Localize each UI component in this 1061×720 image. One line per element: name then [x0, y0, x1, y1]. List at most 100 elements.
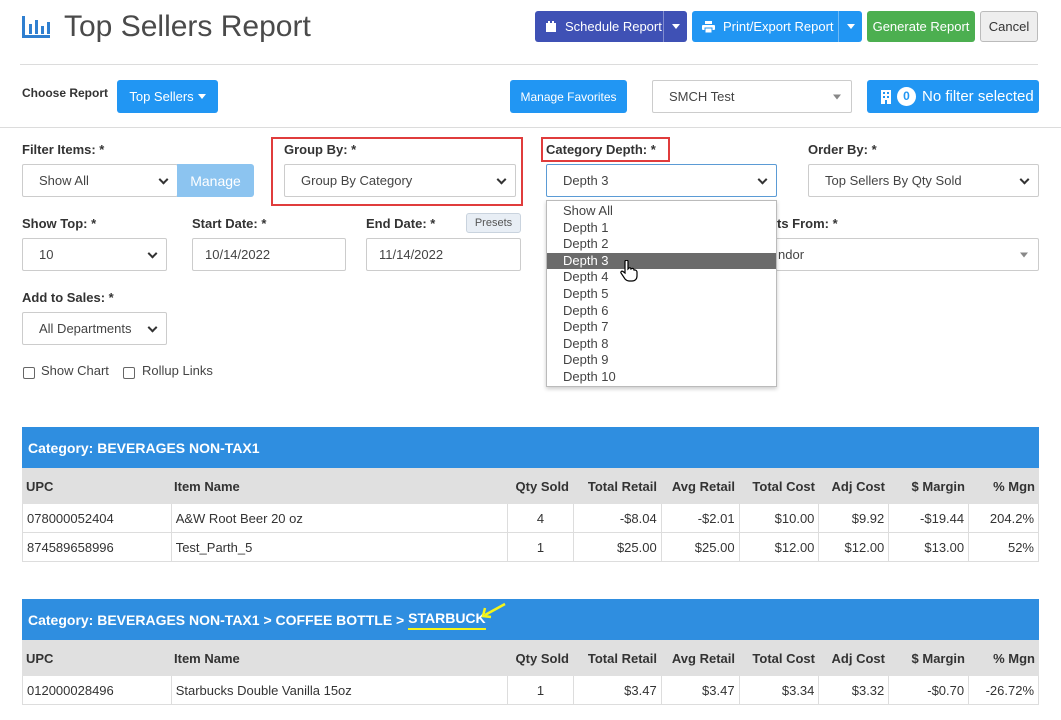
- group-by-select[interactable]: Group By Category: [284, 164, 516, 197]
- filter-items-value: Show All: [39, 173, 89, 188]
- start-date-value: 10/14/2022: [205, 247, 271, 262]
- cancel-label: Cancel: [988, 19, 1030, 34]
- column-header[interactable]: Adj Cost: [831, 650, 885, 666]
- depth-option-selected[interactable]: Depth 3: [547, 252, 776, 270]
- depth-option[interactable]: Depth 8: [563, 335, 609, 351]
- bar-chart-icon: [22, 16, 50, 38]
- caret-down-icon: [197, 94, 206, 99]
- column-header[interactable]: UPC: [26, 478, 54, 494]
- print-export-button[interactable]: Print/Export Report: [692, 11, 862, 42]
- column-header[interactable]: UPC: [26, 650, 54, 666]
- caret-down-icon: [833, 94, 841, 99]
- column-header[interactable]: % Mgn: [993, 650, 1035, 666]
- adj-cost-cell: $12.00: [818, 533, 888, 561]
- category-table: Category: BEVERAGES NON-TAX1 > COFFEE BO…: [22, 599, 1039, 705]
- caret-down-icon: [846, 24, 855, 29]
- category-depth-value: Depth 3: [563, 173, 609, 188]
- divider: [0, 127, 1061, 128]
- total-cost-cell: $3.34: [738, 676, 819, 704]
- depth-option[interactable]: Show All: [563, 203, 613, 218]
- generate-report-button[interactable]: Generate Report: [867, 11, 975, 42]
- depth-option[interactable]: Depth 6: [563, 302, 609, 318]
- column-header[interactable]: $ Margin: [911, 478, 965, 494]
- hand-pointer-icon: [620, 260, 638, 282]
- rollup-links-checkbox[interactable]: [123, 367, 135, 379]
- end-date-label: End Date: *: [366, 216, 436, 231]
- column-header-row: UPC Item Name Qty Sold Total Retail Avg …: [22, 468, 1039, 504]
- column-header[interactable]: Total Retail: [587, 650, 657, 666]
- column-header[interactable]: Item Name: [174, 478, 240, 494]
- manage-button[interactable]: Manage: [177, 164, 254, 197]
- column-header[interactable]: $ Margin: [911, 650, 965, 666]
- column-header[interactable]: Total Cost: [752, 478, 815, 494]
- add-to-sales-select[interactable]: All Departments: [22, 312, 167, 345]
- schedule-report-button[interactable]: Schedule Report: [535, 11, 687, 42]
- column-header-row: UPC Item Name Qty Sold Total Retail Avg …: [22, 640, 1039, 676]
- start-date-input[interactable]: 10/14/2022: [192, 238, 346, 271]
- manage-favorites-button[interactable]: Manage Favorites: [510, 80, 627, 113]
- arrow-annotation-icon: [481, 602, 506, 619]
- building-icon: [881, 89, 891, 104]
- show-top-label: Show Top: *: [22, 216, 97, 231]
- qty-cell: 1: [507, 533, 573, 561]
- filter-button[interactable]: 0 No filter selected: [867, 80, 1039, 113]
- add-to-sales-label: Add to Sales: *: [22, 290, 114, 305]
- column-header[interactable]: Total Retail: [587, 478, 657, 494]
- schedule-dropdown-toggle[interactable]: [663, 11, 687, 42]
- column-header[interactable]: % Mgn: [993, 478, 1035, 494]
- order-by-label: Order By: *: [808, 142, 877, 157]
- generate-report-label: Generate Report: [872, 19, 970, 34]
- depth-option[interactable]: Depth 7: [563, 319, 609, 335]
- pct-margin-cell: 52%: [968, 533, 1038, 561]
- print-export-label: Print/Export Report: [723, 19, 834, 34]
- order-by-value: Top Sellers By Qty Sold: [825, 173, 962, 188]
- category-highlight: STARBUCK: [408, 610, 486, 630]
- costs-from-label: ts From: *: [777, 216, 838, 231]
- column-header[interactable]: Qty Sold: [515, 478, 569, 494]
- column-header[interactable]: Item Name: [174, 650, 240, 666]
- end-date-value: 11/14/2022: [379, 247, 444, 262]
- total-cost-cell: $10.00: [738, 504, 819, 532]
- presets-button[interactable]: Presets: [466, 213, 521, 233]
- chevron-down-icon: [757, 174, 768, 185]
- column-header[interactable]: Qty Sold: [515, 650, 569, 666]
- costs-from-value: ndor: [778, 247, 805, 262]
- show-top-select[interactable]: 10: [22, 238, 167, 271]
- category-table: Category: BEVERAGES NON-TAX1 UPC Item Na…: [22, 427, 1039, 562]
- order-by-select[interactable]: Top Sellers By Qty Sold: [808, 164, 1039, 197]
- cancel-button[interactable]: Cancel: [980, 11, 1038, 42]
- column-header[interactable]: Adj Cost: [831, 478, 885, 494]
- item-name-cell: Test_Parth_5: [170, 533, 507, 561]
- avg-retail-cell: -$2.01: [660, 504, 739, 532]
- adj-cost-cell: $3.32: [818, 676, 888, 704]
- add-to-sales-value: All Departments: [39, 321, 132, 336]
- depth-option[interactable]: Depth 2: [563, 236, 609, 252]
- item-name-cell: A&W Root Beer 20 oz: [170, 504, 507, 532]
- store-select[interactable]: SMCH Test: [652, 80, 852, 113]
- column-header[interactable]: Avg Retail: [671, 650, 735, 666]
- column-header[interactable]: Avg Retail: [671, 478, 735, 494]
- schedule-report-label: Schedule Report: [565, 19, 662, 34]
- divider: [20, 64, 1038, 65]
- calendar-icon: [546, 20, 556, 32]
- margin-cell: $13.00: [888, 533, 968, 561]
- report-type-button[interactable]: Top Sellers: [117, 80, 218, 113]
- depth-option[interactable]: Depth 4: [563, 269, 609, 285]
- depth-option[interactable]: Depth 5: [563, 285, 609, 301]
- qty-cell: 1: [507, 676, 573, 704]
- depth-option[interactable]: Depth 9: [563, 352, 609, 368]
- print-dropdown-toggle[interactable]: [838, 11, 862, 42]
- category-depth-highlight: [541, 137, 670, 162]
- depth-option[interactable]: Depth 10: [563, 368, 616, 384]
- depth-option[interactable]: Depth 1: [563, 219, 609, 235]
- end-date-input[interactable]: 11/14/2022: [366, 238, 521, 271]
- show-chart-checkbox[interactable]: [23, 367, 35, 379]
- total-retail-cell: -$8.04: [572, 504, 661, 532]
- column-header[interactable]: Total Cost: [752, 650, 815, 666]
- pct-margin-cell: -26.72%: [968, 676, 1038, 704]
- category-depth-select[interactable]: Depth 3: [546, 164, 777, 197]
- chevron-down-icon: [158, 174, 169, 185]
- filter-items-select[interactable]: Show All: [22, 164, 178, 197]
- qty-cell: 4: [507, 504, 573, 532]
- chevron-down-icon: [1019, 174, 1030, 185]
